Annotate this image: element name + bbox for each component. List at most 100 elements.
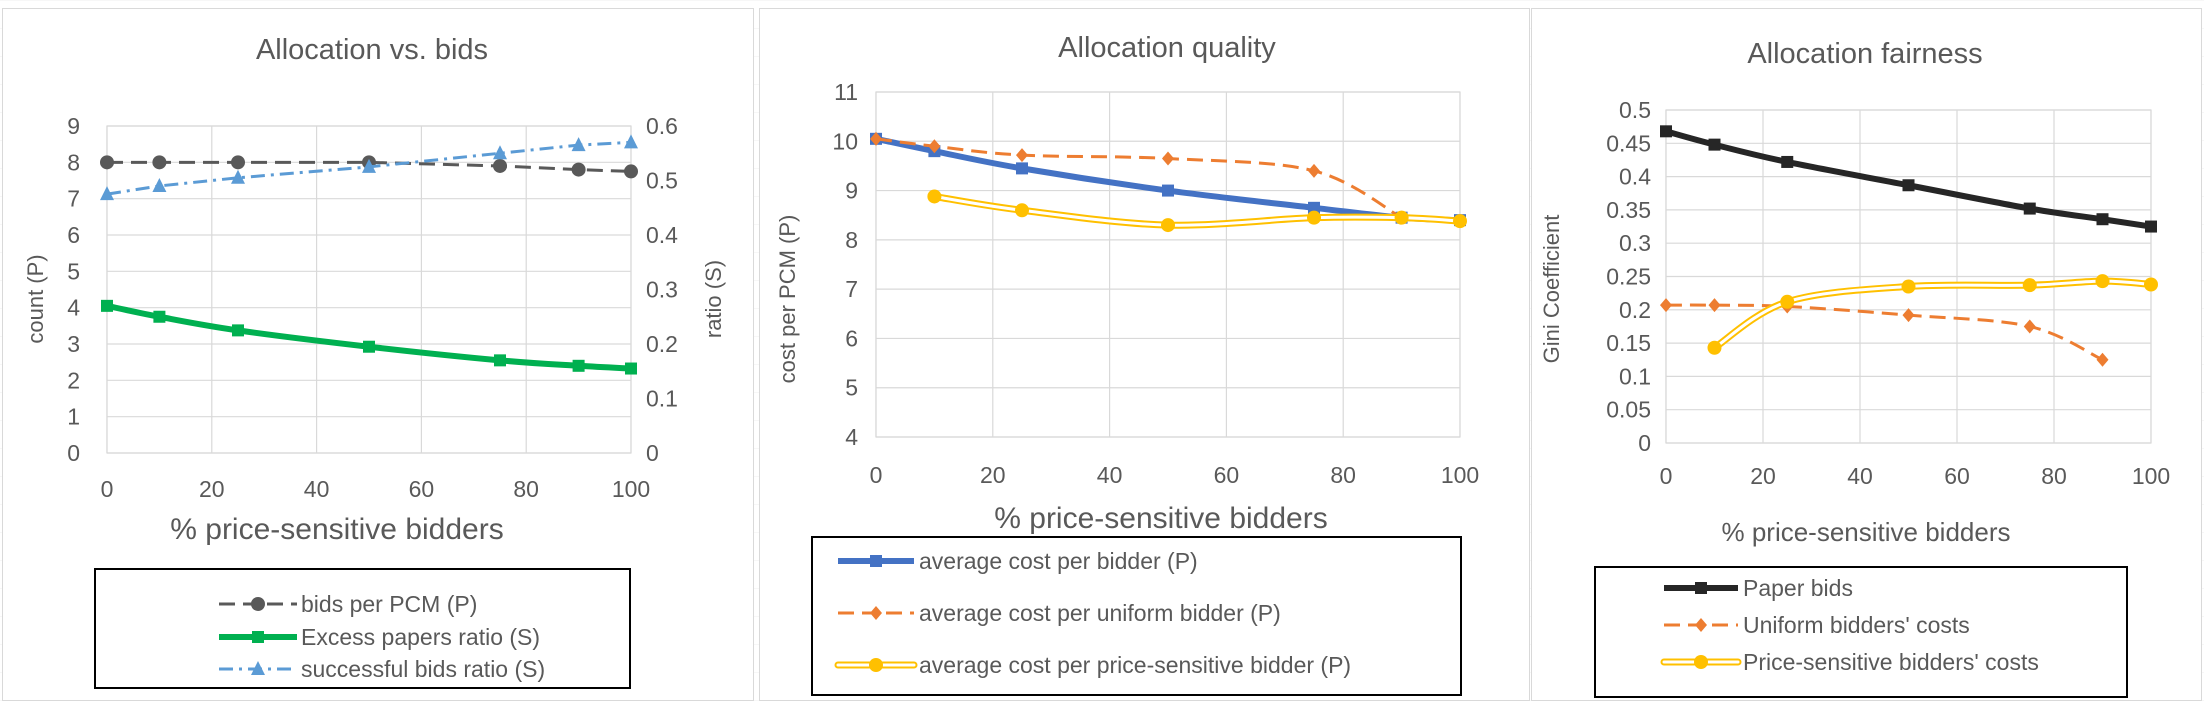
y-tick-label: 0 (67, 440, 80, 466)
data-point (100, 186, 114, 201)
y-tick-label: 0.15 (1606, 330, 1651, 356)
chart-allocation-fairness[interactable]: Allocation fairness 0 0.05 0.1 0.15 0.2 0.25 0… (1531, 8, 2202, 701)
y-tick-label: 8 (67, 149, 80, 175)
series-line (875, 135, 1461, 224)
x-tick-label: 80 (513, 476, 539, 502)
data-point (1394, 210, 1409, 225)
legend-label: Paper bids (1743, 575, 1853, 601)
y-tick-label: 0.4 (1619, 164, 1651, 190)
legend-entry: Uniform bidders' costs (1664, 612, 1970, 638)
data-point (493, 158, 507, 173)
y-tick-label: 0.1 (1619, 363, 1651, 389)
data-point (1308, 163, 1320, 178)
y-tick-label: 7 (845, 276, 858, 302)
y-tick-label: 9 (845, 178, 858, 204)
data-point (1901, 279, 1916, 294)
x-tick-label: 40 (1097, 462, 1123, 488)
chart-allocation-quality[interactable]: Allocation quality 4 5 6 7 8 9 10 11 0 20 40 60 80 1… (759, 8, 1530, 701)
legend-label: Price-sensitive bidders' costs (1743, 649, 2039, 675)
data-point (625, 362, 637, 375)
series-line (106, 302, 632, 372)
x-tick-label: 40 (304, 476, 330, 502)
y-tick-label: 5 (845, 375, 858, 401)
data-point (927, 189, 942, 204)
chart-allocation-vs-bids[interactable]: Allocation vs. bids 0 1 2 3 4 5 6 7 8 9 0 0.1 0.2 0.… (2, 8, 754, 701)
data-point (2144, 277, 2158, 292)
data-point (1695, 618, 1707, 632)
data-point (1162, 184, 1174, 197)
y-tick-label: 2 (67, 367, 80, 393)
y-tick-label: 3 (67, 331, 80, 357)
data-point (2145, 220, 2157, 233)
data-point (1694, 655, 1708, 669)
data-point (1780, 294, 1795, 309)
legend-label: average cost per uniform bidder (P) (919, 600, 1281, 626)
legend-box (811, 536, 1462, 696)
y-axis-title: Gini Coefficient (1539, 215, 1564, 364)
data-point (870, 606, 882, 620)
data-point (1707, 340, 1722, 355)
y-tick-label: 0.45 (1606, 130, 1651, 156)
y-tick-label: 6 (67, 222, 80, 248)
legend-box (1594, 566, 2128, 698)
data-point (252, 631, 264, 643)
x-tick-label: 80 (2041, 463, 2067, 489)
data-point (1695, 582, 1707, 594)
x-tick-label: 0 (101, 476, 114, 502)
x-tick-label: 100 (1441, 462, 1479, 488)
data-point (571, 137, 586, 152)
y-tick-label: 0.5 (1619, 97, 1651, 123)
data-point (1708, 138, 1721, 151)
y2-tick-label: 0.6 (646, 113, 678, 139)
plot-area (1665, 109, 2152, 444)
x-tick-label: 0 (1660, 463, 1673, 489)
y-axis-title: count (P) (23, 254, 48, 343)
data-point (231, 155, 245, 170)
legend-entry: successful bids ratio (S) (219, 656, 545, 682)
legend-label: average cost per bidder (P) (919, 548, 1198, 574)
data-point (251, 597, 265, 611)
data-point (153, 310, 166, 323)
legend-entry: average cost per uniform bidder (P) (838, 600, 1281, 626)
data-point (1161, 218, 1175, 233)
chart-3-svg: Allocation fairness 0 0.05 0.1 0.15 0.2 0.25 0… (1539, 38, 2170, 698)
y-tick-label: 7 (67, 186, 80, 212)
data-point (2023, 202, 2036, 215)
legend-label: bids per PCM (P) (301, 591, 477, 617)
x-tick-label: 60 (409, 476, 435, 502)
legend-entry: Excess papers ratio (S) (219, 624, 540, 650)
chart-1-svg: Allocation vs. bids 0 1 2 3 4 5 6 7 8 9 0 0.1 0.2 0.… (23, 34, 726, 689)
data-point (571, 162, 586, 177)
y-tick-label: 0 (1638, 430, 1651, 456)
data-point (870, 131, 882, 146)
series-line (1711, 277, 2155, 352)
data-point (2095, 274, 2110, 289)
series-3 (927, 189, 1467, 233)
legend-entry: average cost per bidder (P) (838, 548, 1198, 574)
series-1 (870, 132, 1466, 227)
chart-title: Allocation quality (1058, 32, 1276, 64)
data-point (2096, 213, 2109, 226)
y-tick-label: 4 (67, 295, 80, 321)
data-point (101, 299, 113, 312)
y-tick-label: 0.25 (1606, 264, 1651, 290)
legend-label: Excess papers ratio (S) (301, 624, 540, 650)
x-axis-title: % price-sensitive bidders (170, 513, 503, 546)
y-axis-title: cost per PCM (P) (775, 215, 800, 384)
chart-title: Allocation vs. bids (256, 34, 488, 66)
data-point (1708, 298, 1721, 313)
y2-axis-title: ratio (S) (701, 260, 726, 338)
x-tick-label: 0 (870, 462, 883, 488)
chart-title: Allocation fairness (1747, 38, 1982, 70)
data-point (1453, 214, 1467, 229)
x-tick-label: 20 (980, 462, 1006, 488)
y-tick-label: 0.3 (1619, 230, 1651, 256)
legend-entry: bids per PCM (P) (219, 591, 477, 617)
y2-tick-label: 0.3 (646, 277, 678, 303)
data-point (2023, 319, 2036, 334)
data-point (493, 145, 507, 160)
y-tick-label: 6 (845, 325, 858, 351)
data-point (232, 324, 244, 337)
y-tick-label: 0.2 (1619, 297, 1651, 323)
y-tick-label: 4 (845, 424, 858, 450)
